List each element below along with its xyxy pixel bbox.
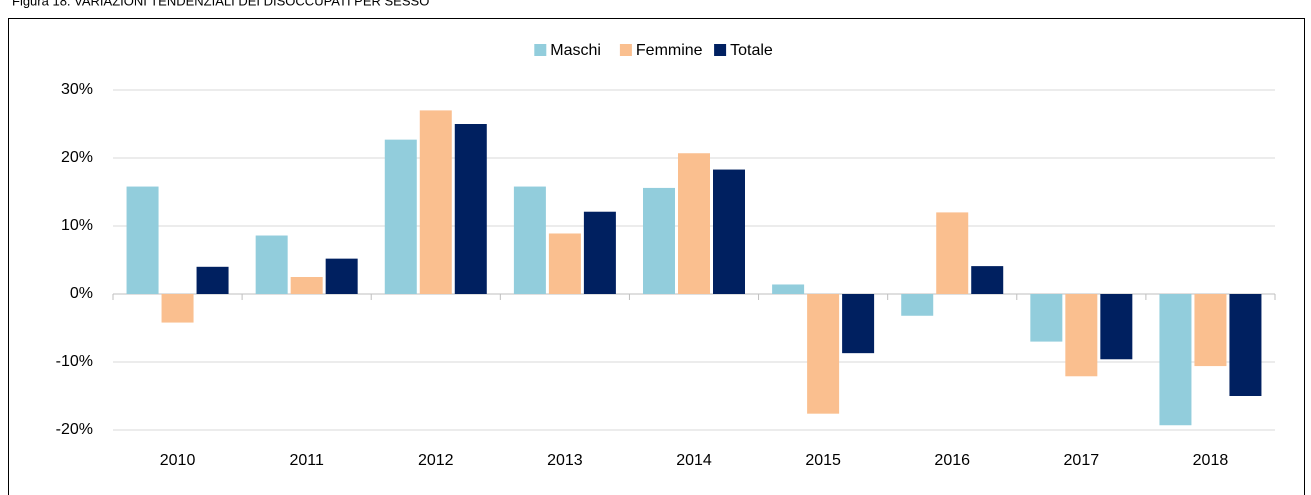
bar bbox=[583, 211, 616, 294]
bar bbox=[936, 212, 969, 294]
legend-swatch bbox=[714, 44, 727, 56]
bar bbox=[196, 266, 229, 294]
bar bbox=[513, 186, 546, 294]
bar bbox=[772, 284, 805, 294]
bar bbox=[1065, 294, 1098, 377]
x-tick-label: 2016 bbox=[934, 452, 970, 469]
bar bbox=[807, 294, 840, 414]
y-tick-label: 10% bbox=[61, 217, 93, 234]
bar bbox=[290, 277, 323, 294]
chart-border bbox=[8, 18, 1305, 495]
x-tick-label: 2012 bbox=[418, 452, 454, 469]
x-tick-label: 2017 bbox=[1064, 452, 1100, 469]
x-tick-label: 2015 bbox=[805, 452, 841, 469]
legend-swatch bbox=[619, 44, 632, 56]
bar bbox=[161, 294, 194, 323]
x-tick-label: 2010 bbox=[160, 452, 196, 469]
y-tick-label: 20% bbox=[61, 149, 93, 166]
bar bbox=[419, 110, 452, 295]
bar bbox=[548, 233, 581, 294]
bar bbox=[255, 235, 288, 294]
y-tick-label: -10% bbox=[56, 353, 93, 370]
x-tick-label: 2014 bbox=[676, 452, 712, 469]
y-tick-label: 30% bbox=[61, 81, 93, 98]
chart-title: Figura 18. VARIAZIONI TENDENZIALI DEI DI… bbox=[12, 0, 429, 8]
bar bbox=[842, 294, 875, 354]
bar bbox=[1100, 294, 1133, 360]
bar bbox=[643, 187, 675, 294]
bar bbox=[1159, 294, 1192, 426]
x-tick-label: 2013 bbox=[547, 452, 583, 469]
x-tick-label: 2011 bbox=[289, 452, 324, 469]
bar bbox=[713, 169, 745, 294]
bar bbox=[1030, 294, 1063, 342]
bar bbox=[971, 266, 1004, 294]
bar bbox=[1194, 294, 1227, 367]
bar bbox=[1229, 294, 1262, 396]
legend-label: Maschi bbox=[550, 42, 601, 59]
x-tick-label: 2018 bbox=[1193, 452, 1229, 469]
legend-swatch bbox=[534, 44, 547, 56]
bar bbox=[901, 294, 934, 316]
bar bbox=[678, 153, 710, 294]
bar bbox=[454, 124, 487, 294]
bar bbox=[325, 258, 358, 294]
bar bbox=[384, 139, 417, 294]
bar bbox=[126, 186, 159, 294]
y-tick-label: -20% bbox=[56, 421, 93, 438]
legend-label: Totale bbox=[730, 42, 773, 59]
legend-label: Femmine bbox=[636, 42, 703, 59]
y-tick-label: 0% bbox=[70, 285, 93, 302]
